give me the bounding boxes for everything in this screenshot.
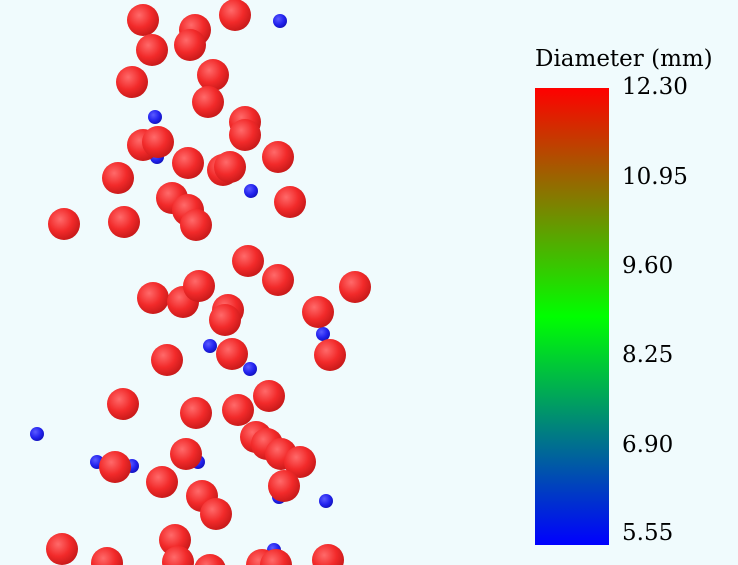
legend-title: Diameter (mm) — [535, 46, 713, 72]
small-particle — [203, 339, 217, 353]
large-particle — [284, 446, 316, 478]
large-particle — [46, 533, 78, 565]
large-particle — [200, 498, 232, 530]
large-particle — [183, 270, 215, 302]
large-particle — [339, 271, 371, 303]
large-particle — [172, 147, 204, 179]
legend-tick-2: 10.95 — [622, 164, 688, 190]
large-particle — [127, 4, 159, 36]
large-particle — [232, 245, 264, 277]
large-particle — [197, 59, 229, 91]
large-particle — [262, 264, 294, 296]
large-particle — [146, 466, 178, 498]
small-particle — [30, 427, 44, 441]
large-particle — [253, 380, 285, 412]
large-particles-layer — [46, 0, 371, 565]
large-particle — [209, 304, 241, 336]
large-particle — [302, 296, 334, 328]
legend-tick-max: 12.30 — [622, 74, 688, 100]
large-particle — [136, 34, 168, 66]
large-particle — [314, 339, 346, 371]
large-particle — [174, 29, 206, 61]
large-particle — [91, 547, 123, 565]
legend-tick-5: 6.90 — [622, 432, 674, 458]
large-particle — [142, 126, 174, 158]
large-particle — [116, 66, 148, 98]
large-particle — [107, 388, 139, 420]
large-particle — [194, 554, 226, 565]
large-particle — [180, 209, 212, 241]
large-particle — [151, 344, 183, 376]
color-scale-bar — [535, 88, 609, 545]
large-particle — [229, 119, 261, 151]
large-particle — [180, 397, 212, 429]
legend-tick-4: 8.25 — [622, 342, 674, 368]
large-particle — [260, 549, 292, 565]
large-particle — [48, 208, 80, 240]
legend-tick-3: 9.60 — [622, 253, 674, 279]
large-particle — [137, 282, 169, 314]
large-particle — [99, 451, 131, 483]
large-particle — [108, 206, 140, 238]
large-particle — [192, 86, 224, 118]
large-particle — [222, 394, 254, 426]
small-particle — [273, 14, 287, 28]
large-particle — [268, 470, 300, 502]
small-particle — [148, 110, 162, 124]
large-particle — [162, 546, 194, 565]
large-particle — [214, 151, 246, 183]
large-particle — [312, 544, 344, 565]
large-particle — [216, 338, 248, 370]
large-particle — [219, 0, 251, 31]
legend-tick-min: 5.55 — [622, 520, 674, 546]
large-particle — [102, 162, 134, 194]
small-particle — [316, 327, 330, 341]
large-particle — [170, 438, 202, 470]
large-particle — [274, 186, 306, 218]
small-particle — [243, 362, 257, 376]
small-particle — [244, 184, 258, 198]
large-particle — [262, 141, 294, 173]
small-particle — [319, 494, 333, 508]
